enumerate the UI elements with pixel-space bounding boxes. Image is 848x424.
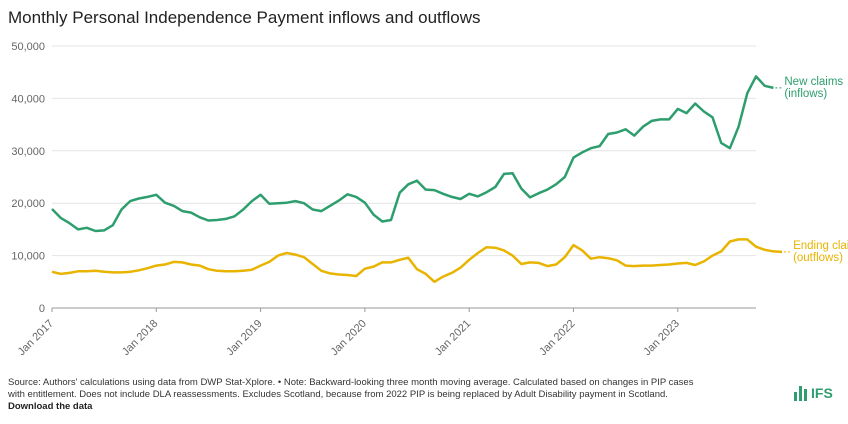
series-line-outflows [51,238,783,284]
chart-title: Monthly Personal Independence Payment in… [8,8,481,27]
y-tick-label: 40,000 [11,93,45,105]
gridlines [52,45,756,309]
logo-text: IFS [811,385,833,401]
x-tick-label: Jan 2017 [16,318,56,358]
y-tick-label: 10,000 [11,251,45,263]
x-tick-label: Jan 2021 [433,318,473,358]
y-tick-label: 20,000 [11,198,45,210]
x-tick-label: Jan 2020 [329,318,369,358]
x-axis: Jan 2017 Jan 2018 Jan 2019 Jan 2020 Jan 2021… [16,308,682,358]
y-tick-label: 50,000 [11,41,45,53]
series-label: (outflows) [793,252,843,264]
series-labels: New claims(inflows) Ending claims(outflow… [775,76,848,264]
y-tick-label: 30,000 [11,146,45,158]
download-data-link[interactable]: Download the data [8,401,93,412]
logo-bars-icon [794,383,807,401]
ifs-logo: IFS [794,383,833,401]
x-tick-label: Jan 2018 [120,318,160,358]
series-label: New claims [784,76,843,88]
series-lines [51,75,783,284]
x-tick-label: Jan 2022 [537,318,577,358]
source-note: Source: Authors' calculations using data… [8,377,694,400]
x-tick-label: Jan 2019 [224,318,264,358]
series-line-inflows [51,75,774,233]
series-label: (inflows) [784,88,827,100]
chart-footer: Source: Authors' calculations using data… [8,377,708,413]
x-tick-label: Jan 2023 [641,318,681,358]
series-label: Ending claims [793,240,848,252]
y-axis: 50,000 40,000 30,000 20,000 10,000 0 [11,41,45,315]
y-tick-label: 0 [39,303,45,315]
